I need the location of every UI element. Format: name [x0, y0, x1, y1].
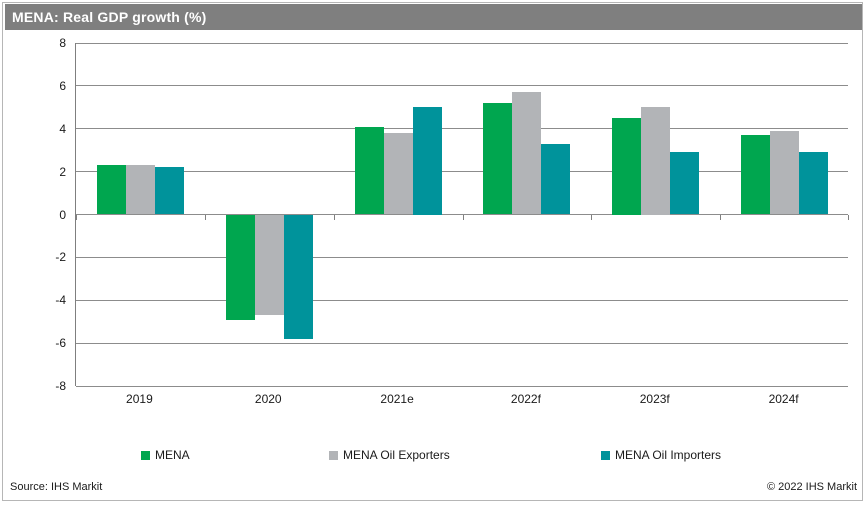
- bar-mena-oil-importers-2022f: [541, 143, 571, 215]
- category-axis-tick: [204, 214, 206, 220]
- bar-mena-oil-importers-2023f: [670, 152, 700, 215]
- x-tick-label-2021e: 2021e: [380, 392, 414, 406]
- y-tick-label-6: 6: [59, 78, 66, 93]
- gridline-y-8: [76, 42, 848, 44]
- bar-mena-oil-exporters-2020: [254, 214, 284, 316]
- bar-mena-2021e: [354, 126, 384, 215]
- y-tick-label--4: -4: [55, 293, 66, 308]
- zero-axis-line: [76, 214, 848, 215]
- copyright-text: © 2022 IHS Markit: [766, 481, 857, 493]
- legend-item-mena: MENA: [141, 448, 190, 462]
- bar-mena-2024f: [741, 135, 771, 215]
- legend-label-oil-importers: MENA Oil Importers: [615, 448, 722, 462]
- legend-swatch-mena: [141, 450, 150, 460]
- legend-swatch-oil-exporters: [329, 450, 338, 460]
- y-tick-label-4: 4: [59, 121, 66, 136]
- gridline-y--4: [76, 299, 848, 301]
- bar-mena-oil-importers-2020: [283, 214, 313, 339]
- legend: MENA MENA Oil Exporters MENA Oil Importe…: [0, 448, 867, 462]
- bar-mena-oil-exporters-2023f: [641, 107, 671, 215]
- gridline-y-2: [76, 171, 848, 173]
- gridline-y-4: [76, 128, 848, 130]
- legend-swatch-oil-importers: [601, 450, 610, 460]
- gridline-y--2: [76, 256, 848, 258]
- category-axis-tick: [848, 214, 849, 220]
- plot-area: [75, 42, 849, 387]
- category-axis-tick: [462, 214, 464, 220]
- x-tick-label-2019: 2019: [126, 392, 153, 406]
- y-tick-label--8: -8: [55, 379, 66, 393]
- title-bar: MENA: Real GDP growth (%): [5, 4, 862, 30]
- bar-mena-oil-exporters-2019: [125, 165, 155, 215]
- bar-mena-2019: [96, 165, 126, 215]
- gridline-y--6: [76, 342, 848, 344]
- y-tick-label-2: 2: [59, 164, 66, 179]
- bar-mena-oil-exporters-2024f: [770, 130, 800, 215]
- category-axis-tick: [333, 214, 335, 220]
- footer: Source: IHS Markit © 2022 IHS Markit: [10, 479, 857, 495]
- y-tick-label-0: 0: [59, 207, 66, 222]
- x-tick-label-2024f: 2024f: [768, 392, 799, 406]
- bar-mena-oil-exporters-2022f: [512, 92, 542, 215]
- bar-mena-2020: [225, 214, 255, 320]
- category-axis-tick: [591, 214, 593, 220]
- y-tick-label--6: -6: [55, 336, 66, 351]
- x-tick-label-2020: 2020: [254, 392, 282, 406]
- legend-label-mena: MENA: [155, 448, 190, 462]
- legend-label-oil-exporters: MENA Oil Exporters: [343, 448, 450, 462]
- bar-mena-2023f: [612, 118, 642, 215]
- legend-item-oil-exporters: MENA Oil Exporters: [329, 448, 450, 462]
- x-axis: 2019 2020 2021e 2022f 2023f 2024f: [75, 391, 848, 407]
- bar-mena-oil-importers-2019: [154, 167, 184, 215]
- bar-mena-oil-importers-2021e: [412, 107, 442, 215]
- bar-mena-2022f: [483, 103, 513, 215]
- y-tick-label-8: 8: [59, 36, 66, 50]
- chart-title: MENA: Real GDP growth (%): [12, 9, 207, 25]
- x-tick-label-2022f: 2022f: [510, 392, 541, 406]
- legend-item-oil-importers: MENA Oil Importers: [601, 448, 721, 462]
- category-axis-tick: [720, 214, 722, 220]
- bar-mena-oil-importers-2024f: [799, 152, 829, 215]
- y-tick-label--2: -2: [55, 250, 66, 265]
- category-axis-tick: [76, 214, 77, 220]
- y-axis: 8 6 4 2 0 -2 -4 -6 -8: [0, 36, 66, 393]
- gridline-y--8: [76, 385, 848, 387]
- bar-mena-oil-exporters-2021e: [383, 133, 413, 215]
- gridline-y-6: [76, 85, 848, 87]
- source-text: Source: IHS Markit: [10, 481, 103, 493]
- x-tick-label-2023f: 2023f: [639, 392, 670, 406]
